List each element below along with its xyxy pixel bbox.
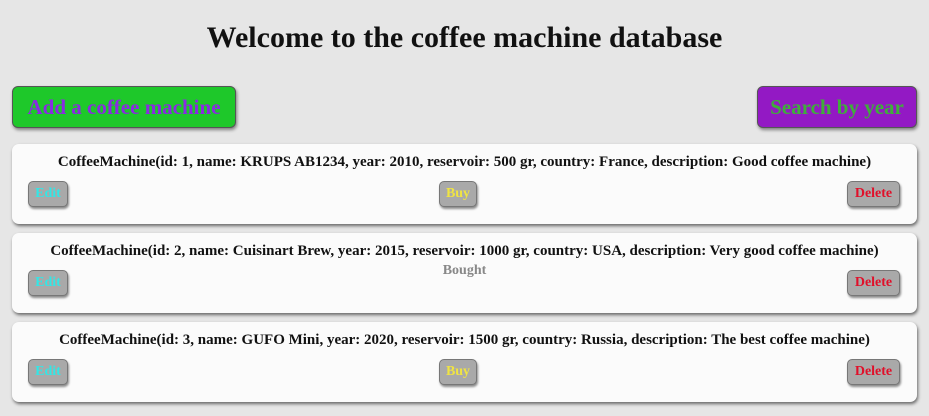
edit-button[interactable]: Edit — [28, 270, 68, 296]
coffee-machine-card: CoffeeMachine(id: 2, name: Cuisinart Bre… — [12, 233, 917, 313]
search-by-year-button[interactable]: Search by year — [757, 86, 917, 128]
coffee-machine-details: CoffeeMachine(id: 1, name: KRUPS AB1234,… — [57, 154, 872, 170]
page-title: Welcome to the coffee machine database — [206, 21, 723, 54]
bought-status: Bought — [442, 263, 487, 278]
edit-button[interactable]: Edit — [28, 181, 68, 207]
coffee-machine-details: CoffeeMachine(id: 2, name: Cuisinart Bre… — [50, 243, 879, 259]
edit-button[interactable]: Edit — [28, 359, 68, 385]
delete-button[interactable]: Delete — [847, 181, 900, 207]
add-coffee-machine-button[interactable]: Add a coffee machine — [12, 86, 236, 128]
delete-button[interactable]: Delete — [847, 359, 900, 385]
coffee-machine-card: CoffeeMachine(id: 3, name: GUFO Mini, ye… — [12, 322, 917, 402]
buy-button[interactable]: Buy — [439, 359, 477, 385]
buy-button[interactable]: Buy — [439, 181, 477, 207]
coffee-machine-details: CoffeeMachine(id: 3, name: GUFO Mini, ye… — [59, 332, 870, 348]
coffee-machine-card: CoffeeMachine(id: 1, name: KRUPS AB1234,… — [12, 144, 917, 224]
delete-button[interactable]: Delete — [847, 270, 900, 296]
